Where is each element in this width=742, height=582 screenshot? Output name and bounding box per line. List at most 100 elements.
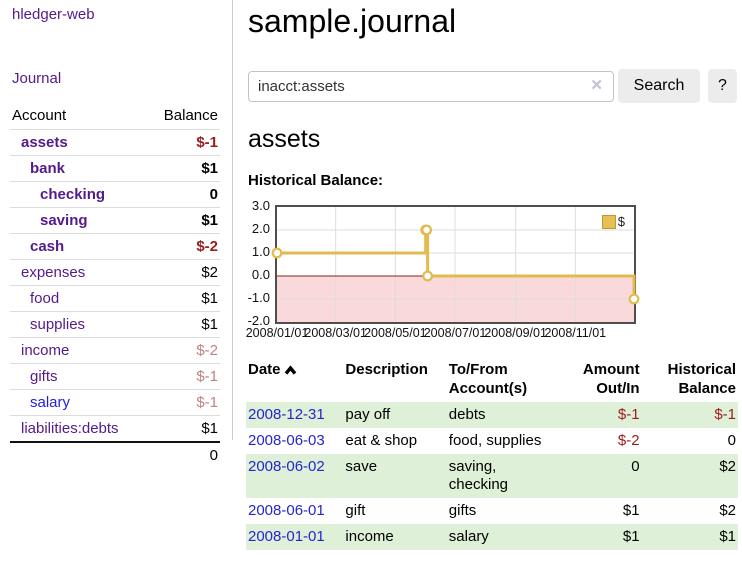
transaction-balance: $1 xyxy=(719,528,736,545)
transaction-date-link[interactable]: 2008-12-31 xyxy=(248,406,325,423)
transaction-balance: $2 xyxy=(719,458,736,475)
sort-ascending-icon xyxy=(284,365,296,375)
brand-link[interactable]: hledger-web xyxy=(12,6,95,23)
legend-swatch-icon xyxy=(601,214,616,229)
account-link[interactable]: checking xyxy=(40,186,106,203)
balance-chart-plot: $ xyxy=(271,205,640,324)
transaction-date-link[interactable]: 2008-06-02 xyxy=(248,458,325,475)
y-axis-tick-label: -1.0 xyxy=(247,290,270,305)
account-link[interactable]: saving xyxy=(40,212,88,229)
help-button[interactable]: ? xyxy=(708,69,737,103)
date-column-header[interactable]: Date xyxy=(246,358,343,402)
account-heading: assets xyxy=(248,125,321,153)
transaction-balance: $2 xyxy=(719,502,736,519)
account-row: checking 0 xyxy=(10,181,220,208)
transaction-description: income xyxy=(345,528,394,545)
account-link[interactable]: bank xyxy=(30,160,66,177)
transaction-description: pay off xyxy=(345,406,391,423)
account-link[interactable]: supplies xyxy=(30,316,86,333)
register-row: 2008-06-02 save saving, checking 0 $2 xyxy=(246,454,738,498)
sidebar-item-journal[interactable]: Journal xyxy=(12,70,62,87)
account-link[interactable]: expenses xyxy=(21,264,86,281)
account-link[interactable]: gifts xyxy=(30,368,58,385)
account-row: salary $-1 xyxy=(10,389,220,416)
register-row: 2008-01-01 income salary $1 $1 xyxy=(246,524,738,550)
x-axis-tick-label: 2008/03/01 xyxy=(304,326,367,340)
search-bar: ✕ Search ? xyxy=(248,69,737,103)
transaction-accounts: gifts xyxy=(448,502,477,519)
total-balance: 0 xyxy=(147,441,220,468)
transaction-balance: 0 xyxy=(727,432,736,449)
y-axis-tick-label: 0.0 xyxy=(251,267,270,282)
account-link[interactable]: assets xyxy=(21,134,68,151)
account-row: cash $-2 xyxy=(10,233,220,260)
transaction-date-link[interactable]: 2008-06-01 xyxy=(248,502,325,519)
legend-label: $ xyxy=(617,214,625,229)
chart-title: Historical Balance: xyxy=(248,172,384,189)
data-point-marker xyxy=(271,247,283,259)
account-link[interactable]: salary xyxy=(30,394,71,411)
account-balance: $1 xyxy=(147,207,220,234)
x-axis-tick-label: 2008/09/01 xyxy=(484,326,547,340)
account-link[interactable]: cash xyxy=(30,238,65,255)
register-table: Date Description To/From Account(s) Amou… xyxy=(246,358,738,550)
sidebar-account-table: Account Balance assets $-1 bank $1 checking 0… xyxy=(10,104,220,468)
search-button[interactable]: Search xyxy=(618,69,700,103)
search-input[interactable] xyxy=(248,71,614,102)
search-box: ✕ xyxy=(248,71,614,102)
register-table-body: 2008-12-31 pay off debts $-1 $-1 2008-06-03 ea… xyxy=(246,402,738,550)
account-balance: $-2 xyxy=(147,337,220,364)
account-balance: 0 xyxy=(147,181,220,208)
register-row: 2008-12-31 pay off debts $-1 $-1 xyxy=(246,402,738,428)
account-balance: $-1 xyxy=(147,129,220,156)
page-title: sample.journal xyxy=(248,3,457,39)
y-axis-tick-label: 3.0 xyxy=(251,198,270,213)
transaction-amount: $1 xyxy=(622,502,640,519)
transaction-description: eat & shop xyxy=(345,432,418,449)
data-point-marker xyxy=(628,293,640,305)
transaction-balance: $-1 xyxy=(714,406,736,423)
account-row: income $-2 xyxy=(10,337,220,364)
description-column-header: Description xyxy=(345,361,428,378)
transaction-amount: $-1 xyxy=(617,406,640,423)
y-axis-tick-label: 2.0 xyxy=(251,221,270,236)
transaction-accounts: salary xyxy=(448,528,489,545)
transaction-date-link[interactable]: 2008-01-01 xyxy=(248,528,325,545)
account-column-header: Account xyxy=(10,104,148,130)
transaction-amount: $1 xyxy=(622,528,640,545)
y-axis-tick-label: -2.0 xyxy=(247,313,270,328)
register-row: 2008-06-03 eat & shop food, supplies $-2 0 xyxy=(246,428,738,454)
transaction-accounts: debts xyxy=(448,406,486,423)
account-balance: $-1 xyxy=(147,389,220,416)
amount-column-header: Amount Out/In xyxy=(582,361,640,397)
account-link[interactable]: food xyxy=(30,290,60,307)
account-balance: $-1 xyxy=(147,363,220,390)
balance-column-header: Balance xyxy=(147,104,220,130)
accounts-column-header: To/From Account(s) xyxy=(448,361,528,397)
transaction-accounts: food, supplies xyxy=(448,432,542,449)
account-row: bank $1 xyxy=(10,155,220,182)
transaction-amount: $-2 xyxy=(617,432,640,449)
balance-chart-svg xyxy=(271,207,640,322)
account-row: gifts $-1 xyxy=(10,363,220,390)
data-point-marker xyxy=(421,224,433,236)
account-link[interactable]: liabilities:debts xyxy=(21,420,119,437)
account-table-body: assets $-1 bank $1 checking 0 saving $1 cash $-2 e… xyxy=(10,129,220,468)
account-row: expenses $2 xyxy=(10,259,220,286)
clear-search-icon[interactable]: ✕ xyxy=(590,77,603,94)
transaction-amount: 0 xyxy=(631,458,640,475)
chart-legend: $ xyxy=(601,214,625,229)
transaction-date-link[interactable]: 2008-06-03 xyxy=(248,432,325,449)
total-row: 0 xyxy=(10,441,220,468)
x-axis-tick-label: 2008/05/01 xyxy=(364,326,427,340)
account-link[interactable]: income xyxy=(21,342,70,359)
transaction-description: save xyxy=(345,458,378,475)
account-row: assets $-1 xyxy=(10,129,220,156)
account-row: food $1 xyxy=(10,285,220,312)
main-content: sample.journal ✕ Search ? assets Histori… xyxy=(246,0,742,582)
x-axis-tick-label: 2008/01/01 xyxy=(245,326,309,340)
x-axis-tick-label: 2008/11/01 xyxy=(544,326,607,340)
account-balance: $-2 xyxy=(147,233,220,260)
x-axis-tick-label: 2008/07/01 xyxy=(423,326,487,340)
